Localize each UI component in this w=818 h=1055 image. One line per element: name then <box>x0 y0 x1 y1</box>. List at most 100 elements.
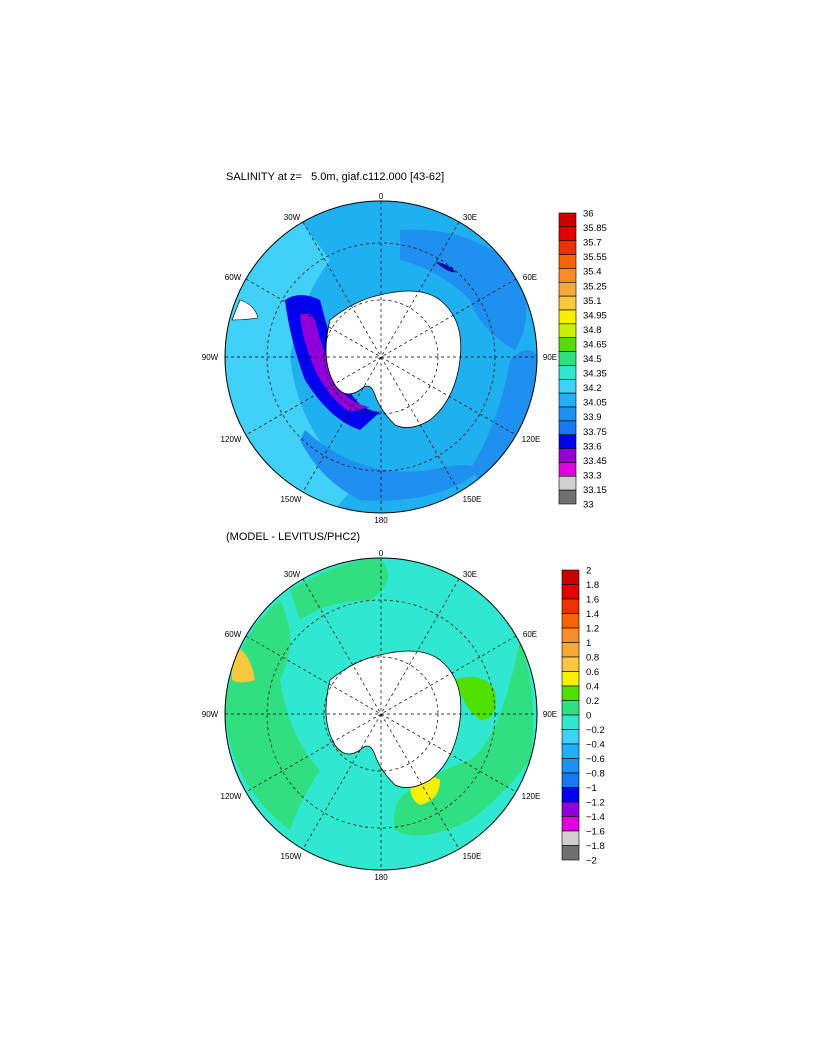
bottom-lon-90w: 90W <box>202 710 219 719</box>
bottom-colorbar-label: −1.2 <box>586 798 605 809</box>
top-colorbar-swatch <box>558 434 577 449</box>
bottom-colorbar-label: 1 <box>586 638 591 649</box>
bottom-colorbar-swatch <box>561 758 580 774</box>
bottom-graticule <box>225 558 537 870</box>
bottom-colorbar-label: 0.4 <box>586 682 599 693</box>
top-colorbar-swatch <box>558 226 577 242</box>
bottom-map-boundary <box>224 557 538 871</box>
bottom-colorbar-swatch <box>561 569 580 585</box>
bottom-lon-60e: 60E <box>523 630 537 639</box>
bottom-colorbar-label: −1.6 <box>586 827 605 838</box>
top-lon-180: 180 <box>374 516 388 525</box>
bottom-colorbar-label: −2 <box>586 856 597 867</box>
salinity-map-field <box>225 201 537 513</box>
bottom-lon-120w: 120W <box>221 792 242 801</box>
top-colorbar-label: 33.9 <box>583 412 602 423</box>
top-colorbar-label: 35.25 <box>583 281 607 292</box>
bottom-colorbar-label: −0.6 <box>586 754 605 765</box>
bottom-colorbar-swatch <box>561 743 580 759</box>
bottom-colorbar-swatch <box>561 830 580 846</box>
bottom-colorbar-label: −1.8 <box>586 841 605 852</box>
top-lon-0: 0 <box>379 192 384 201</box>
top-colorbar-swatch <box>558 378 577 394</box>
top-lon-90e: 90E <box>543 353 557 362</box>
top-panel-title: SALINITY at z= 5.0m, giaf.c112.000 [43-6… <box>226 171 445 183</box>
top-lon-30e: 30E <box>463 213 477 222</box>
top-colorbar-swatch <box>558 337 577 352</box>
top-lon-30w: 30W <box>284 213 301 222</box>
top-lon-120w: 120W <box>221 435 242 444</box>
top-colorbar-swatch <box>558 212 577 228</box>
bottom-colorbar-swatch <box>561 772 580 788</box>
bottom-colorbar-swatch <box>561 656 580 672</box>
top-colorbar-label: 34.2 <box>583 383 602 394</box>
top-colorbar-swatch <box>558 475 577 491</box>
bottom-lon-30w: 30W <box>284 570 301 579</box>
bottom-lon-90e: 90E <box>543 710 557 719</box>
top-colorbar-swatch <box>558 295 577 311</box>
top-colorbar-swatch <box>558 420 577 436</box>
bottom-panel-title: (MODEL - LEVITUS/PHC2) <box>226 531 361 543</box>
top-colorbar-swatch <box>558 268 577 283</box>
top-colorbar-swatch <box>558 254 577 269</box>
top-lon-150w: 150W <box>281 495 302 504</box>
bottom-lon-30e: 30E <box>463 570 477 579</box>
top-lon-labels: 0 30E 60E 90E 120E 150E 180 150W 120W 90… <box>202 192 557 525</box>
bottom-lon-150w: 150W <box>281 852 302 861</box>
bottom-lon-labels: 0 30E 60E 90E 120E 150E 180 150W 120W 90… <box>202 549 557 882</box>
top-colorbar-label: 33.75 <box>583 427 607 438</box>
top-colorbar-swatch <box>558 462 577 477</box>
top-colorbar-swatch <box>558 392 577 408</box>
bottom-colorbar-swatch <box>561 584 580 600</box>
top-colorbar-label: 36 <box>583 209 594 220</box>
top-colorbar-label: 35.7 <box>583 238 602 249</box>
top-colorbar-label: 34.05 <box>583 398 607 409</box>
bottom-colorbar-label: 1.4 <box>586 609 599 620</box>
top-colorbar-label: 33.45 <box>583 456 607 467</box>
top-colorbar-swatch <box>558 448 577 463</box>
top-colorbar-label: 33.3 <box>583 470 602 481</box>
top-colorbar: 36 35.85 35.7 35.55 35.4 35.25 35.1 34.95 34.8 34… <box>558 209 607 511</box>
top-colorbar-swatch <box>558 365 577 380</box>
bottom-colorbar-swatch <box>561 613 580 629</box>
top-lon-90w: 90W <box>202 353 219 362</box>
top-colorbar-label: 34.95 <box>583 310 607 321</box>
bottom-colorbar-swatch <box>561 642 580 658</box>
top-colorbar-label: 34.5 <box>583 354 602 365</box>
bottom-colorbar-swatch <box>561 816 580 832</box>
top-colorbar-swatch <box>558 240 577 255</box>
bottom-colorbar-label: −0.8 <box>586 769 605 780</box>
top-colorbar-label: 35.55 <box>583 252 607 263</box>
top-colorbar-swatch <box>558 281 577 297</box>
top-lon-120e: 120E <box>522 435 541 444</box>
top-colorbar-label: 33.6 <box>583 441 602 452</box>
top-colorbar-swatch <box>558 309 577 325</box>
top-graticule <box>225 201 537 513</box>
bottom-colorbar-swatch <box>561 598 580 614</box>
difference-map-field <box>225 558 537 870</box>
bottom-colorbar-label: 0 <box>586 711 591 722</box>
bottom-colorbar-label: −1.4 <box>586 812 605 823</box>
top-colorbar-label: 33 <box>583 500 594 511</box>
bottom-colorbar-label: −0.4 <box>586 740 605 751</box>
bottom-colorbar-swatch <box>561 729 580 745</box>
top-colorbar-swatch <box>558 351 577 366</box>
top-lon-150e: 150E <box>463 495 482 504</box>
top-lon-60w: 60W <box>225 273 242 282</box>
top-colorbar-label: 34.8 <box>583 325 602 336</box>
bottom-lon-180: 180 <box>374 873 388 882</box>
bottom-colorbar-label: 0.8 <box>586 653 599 664</box>
bottom-colorbar-swatch <box>561 787 580 803</box>
bottom-lon-0: 0 <box>379 549 384 558</box>
bottom-colorbar-swatch <box>561 700 580 716</box>
bottom-colorbar-swatch <box>561 671 580 687</box>
bottom-lon-120e: 120E <box>522 792 541 801</box>
bottom-colorbar-label: 1.2 <box>586 624 599 635</box>
top-colorbar-swatch <box>558 323 577 339</box>
bottom-colorbar-swatch <box>561 845 580 861</box>
bottom-colorbar-swatch <box>561 714 580 730</box>
top-colorbar-label: 35.1 <box>583 296 602 307</box>
bottom-colorbar-label: 1.6 <box>586 595 599 606</box>
top-colorbar-label: 35.4 <box>583 267 602 278</box>
top-lon-60e: 60E <box>523 273 537 282</box>
